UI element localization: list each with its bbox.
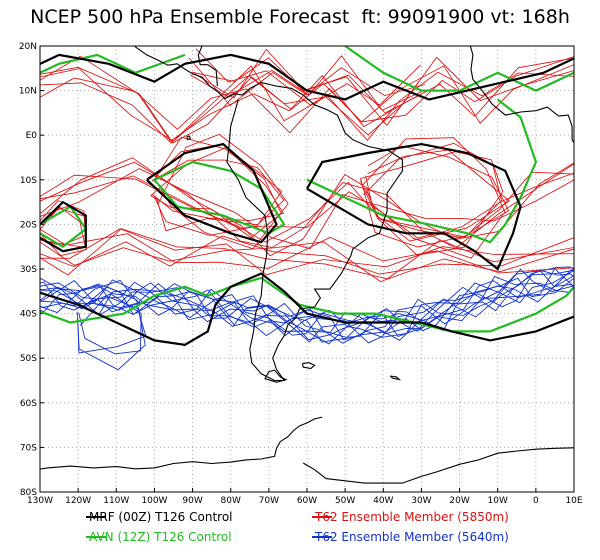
lon-tick-label: 0 (533, 496, 539, 506)
coastline (40, 416, 323, 470)
red-member-contour (365, 145, 510, 238)
blue-member-contour (40, 274, 574, 341)
lon-tick-label: 100W (141, 496, 167, 506)
red-member-contour (151, 159, 285, 232)
blue-member-contour (40, 277, 574, 343)
lon-tick-label: 70W (259, 496, 279, 506)
red-member-contour (151, 143, 285, 222)
red-member-contour (191, 57, 420, 127)
lon-tick-label: 90W (182, 496, 202, 506)
coastline (134, 46, 243, 100)
lon-tick-label: 80W (221, 496, 241, 506)
mrf-control-contour (40, 272, 574, 346)
coastline (226, 82, 403, 382)
red-member-contour (40, 233, 574, 274)
avn-control-contour (153, 160, 286, 235)
lon-tick-label: 30W (411, 496, 431, 506)
red-member-contour (157, 133, 289, 250)
coastline (469, 46, 574, 144)
coastline (186, 135, 191, 141)
blue-member-contour (40, 268, 574, 344)
chart-title: NCEP 500 hPa Ensemble Forecast ft: 99091… (30, 6, 570, 28)
lat-tick-label: 40S (20, 310, 37, 320)
legend-label: T62 Ensemble Member (5640m) (314, 530, 509, 544)
blue-member-contour (40, 267, 574, 344)
lat-tick-label: 10N (19, 87, 37, 97)
red-member-contour (40, 68, 574, 142)
lat-tick-label: 70S (20, 443, 37, 453)
avn-control-contour (344, 46, 574, 92)
lat-tick-label: 60S (20, 399, 37, 409)
lat-tick-label: 10S (20, 176, 37, 186)
red-member-contour (40, 56, 574, 144)
red-member-contour (40, 172, 574, 239)
blue-member-contour (40, 269, 574, 341)
red-member-contour (194, 48, 418, 114)
red-member-contour (367, 149, 511, 242)
lon-tick-label: 50W (335, 496, 355, 506)
blue-member-contour (40, 269, 574, 338)
blue-member-contour (40, 269, 574, 343)
lon-tick-label: 130W (27, 496, 53, 506)
coastline (197, 46, 218, 87)
coastline (264, 369, 288, 383)
avn-control-contour (306, 98, 538, 244)
lon-tick-labels: 130W 120W 110W 100W 90W 80W 70W 60W 50W 40W 30W 20W… (27, 496, 583, 506)
lon-tick-label: 120W (65, 496, 91, 506)
mrf-control-contour (40, 53, 574, 101)
lon-tick-label: 60W (297, 496, 317, 506)
red-member-contour (40, 64, 574, 134)
blue-member-contour (40, 269, 574, 345)
avn-control-contour (40, 53, 186, 74)
blue-member-contour (75, 293, 142, 355)
blue-member-contour (40, 275, 574, 338)
red-member-contour (359, 151, 502, 248)
lon-tick-label: 40W (373, 496, 393, 506)
lon-tick-label: 10W (488, 496, 508, 506)
lon-tick-label: 20W (449, 496, 469, 506)
coastlines (40, 46, 574, 484)
coastline (302, 447, 574, 484)
red-member-contour (40, 228, 574, 280)
lat-tick-label: 20S (20, 220, 37, 230)
lat-tick-label: 30S (20, 265, 37, 275)
red-member-contour (40, 168, 574, 250)
red-member-contour (195, 48, 421, 106)
legend-label: AVN (12Z) T126 Control (89, 530, 232, 544)
red-member-contour (40, 157, 574, 257)
lon-tick-label: 110W (103, 496, 129, 506)
lat-tick-label: 20N (19, 42, 37, 52)
lat-tick-label: E0 (26, 131, 38, 141)
red-member-contour (188, 57, 426, 107)
legend-label: MRF (00Z) T126 Control (89, 510, 233, 524)
red-member-contour (40, 241, 574, 283)
lat-tick-labels: 20N 10N E0 10S 20S 30S 40S 50S 60S 70S 80S (19, 42, 37, 498)
contour-layer (40, 46, 574, 371)
legend-label: T62 Ensemble Member (5850m) (314, 510, 509, 524)
lon-tick-label: 10E (565, 496, 582, 506)
red-member-contour (40, 56, 574, 144)
coastline (301, 362, 316, 370)
mrf-control-contour (40, 200, 87, 253)
lat-tick-label: 50S (20, 354, 37, 364)
coastline (389, 375, 402, 381)
legend: MRF (00Z) T126 Control AVN (12Z) T126 Con… (86, 510, 509, 544)
mrf-control-contour (146, 142, 278, 244)
red-member-contour (40, 235, 574, 275)
lat-tick-label: 80S (20, 488, 37, 498)
